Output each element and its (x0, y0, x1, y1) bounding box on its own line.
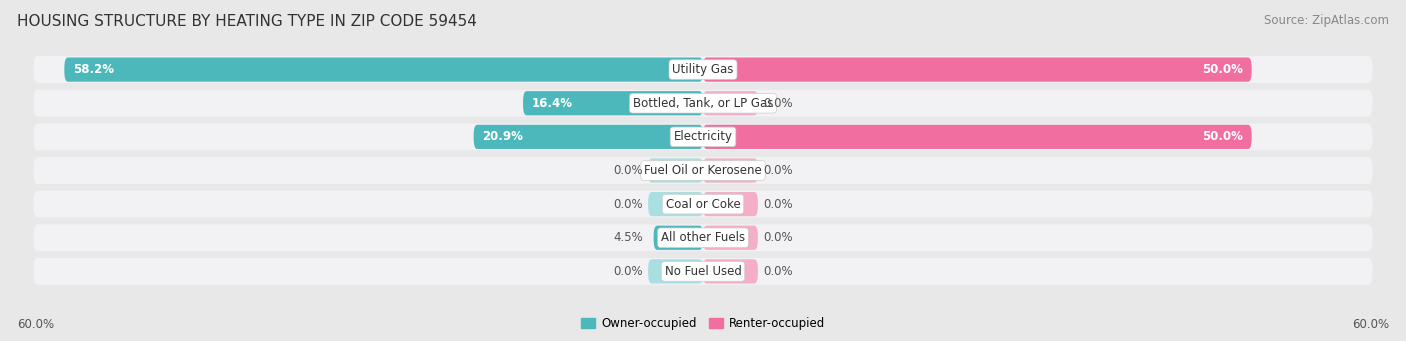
FancyBboxPatch shape (703, 158, 758, 183)
Text: All other Fuels: All other Fuels (661, 231, 745, 244)
FancyBboxPatch shape (34, 90, 1372, 117)
Text: 0.0%: 0.0% (763, 198, 793, 211)
Text: 50.0%: 50.0% (1202, 130, 1243, 143)
Text: 0.0%: 0.0% (613, 164, 643, 177)
Text: Fuel Oil or Kerosene: Fuel Oil or Kerosene (644, 164, 762, 177)
Text: 50.0%: 50.0% (1202, 63, 1243, 76)
FancyBboxPatch shape (34, 191, 1372, 218)
FancyBboxPatch shape (703, 91, 758, 115)
Text: HOUSING STRUCTURE BY HEATING TYPE IN ZIP CODE 59454: HOUSING STRUCTURE BY HEATING TYPE IN ZIP… (17, 14, 477, 29)
FancyBboxPatch shape (648, 259, 703, 283)
Text: 4.5%: 4.5% (613, 231, 643, 244)
Text: 0.0%: 0.0% (763, 231, 793, 244)
Text: No Fuel Used: No Fuel Used (665, 265, 741, 278)
Text: 60.0%: 60.0% (1353, 318, 1389, 331)
FancyBboxPatch shape (65, 58, 703, 82)
Text: 0.0%: 0.0% (763, 164, 793, 177)
Text: Electricity: Electricity (673, 130, 733, 143)
FancyBboxPatch shape (34, 224, 1372, 251)
FancyBboxPatch shape (34, 123, 1372, 150)
FancyBboxPatch shape (474, 125, 703, 149)
FancyBboxPatch shape (523, 91, 703, 115)
Text: 16.4%: 16.4% (531, 97, 572, 110)
FancyBboxPatch shape (34, 56, 1372, 83)
Text: 0.0%: 0.0% (763, 265, 793, 278)
FancyBboxPatch shape (703, 259, 758, 283)
Text: 0.0%: 0.0% (613, 198, 643, 211)
Text: Coal or Coke: Coal or Coke (665, 198, 741, 211)
FancyBboxPatch shape (648, 192, 703, 216)
Text: Utility Gas: Utility Gas (672, 63, 734, 76)
FancyBboxPatch shape (34, 258, 1372, 285)
Text: 60.0%: 60.0% (17, 318, 53, 331)
Text: Source: ZipAtlas.com: Source: ZipAtlas.com (1264, 14, 1389, 27)
Text: 0.0%: 0.0% (763, 97, 793, 110)
FancyBboxPatch shape (648, 158, 703, 183)
Text: 20.9%: 20.9% (482, 130, 523, 143)
Text: 0.0%: 0.0% (613, 265, 643, 278)
FancyBboxPatch shape (654, 226, 703, 250)
Text: Bottled, Tank, or LP Gas: Bottled, Tank, or LP Gas (633, 97, 773, 110)
FancyBboxPatch shape (703, 58, 1251, 82)
FancyBboxPatch shape (703, 125, 1251, 149)
FancyBboxPatch shape (34, 157, 1372, 184)
Legend: Owner-occupied, Renter-occupied: Owner-occupied, Renter-occupied (576, 313, 830, 335)
FancyBboxPatch shape (703, 226, 758, 250)
Text: 58.2%: 58.2% (73, 63, 114, 76)
FancyBboxPatch shape (703, 192, 758, 216)
